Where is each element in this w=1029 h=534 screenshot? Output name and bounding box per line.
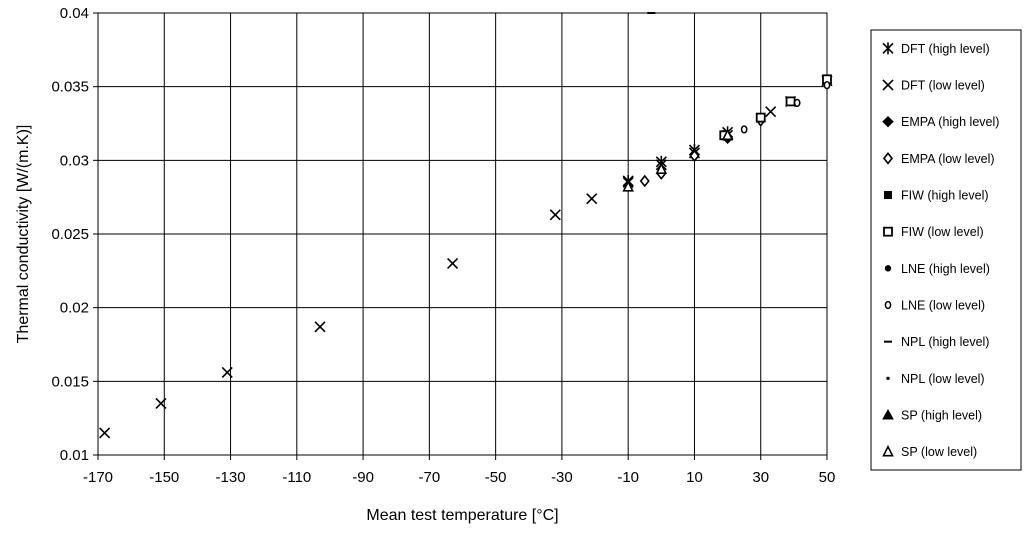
data-point — [793, 98, 801, 108]
data-point — [446, 257, 459, 270]
x-tick-label: -90 — [352, 469, 374, 486]
data-point — [655, 162, 668, 174]
legend-entry: DFT (low level) — [901, 79, 985, 93]
data-point — [755, 112, 766, 123]
grid-lines — [97, 12, 828, 456]
x-tick-label: 10 — [686, 469, 703, 486]
legend-box — [870, 29, 1022, 471]
data-point — [689, 149, 700, 163]
y-tick-label: 0.01 — [60, 447, 89, 464]
legend-marker — [882, 79, 894, 91]
legend-entry: FIW (low level) — [901, 225, 984, 239]
data-point — [314, 321, 326, 333]
x-tick-label: -50 — [485, 469, 507, 486]
y-tick-label: 0.03 — [60, 152, 89, 169]
legend: DFT (high level) DFT (low level) EMPA (hig… — [870, 29, 1022, 471]
legend-entry: FIW (high level) — [901, 189, 989, 203]
x-axis-label: Mean test temperature [°C] — [366, 507, 558, 524]
y-tick-label: 0.035 — [51, 79, 89, 96]
data-point — [740, 125, 748, 134]
data-point — [155, 397, 167, 409]
y-tick-label: 0.02 — [60, 300, 89, 317]
legend-entry: SP (high level) — [901, 409, 982, 423]
data-point — [765, 106, 777, 118]
data-point — [221, 366, 233, 379]
x-tick-label: -110 — [282, 469, 311, 486]
data-point — [639, 174, 650, 188]
legend-entry: DFT (high level) — [901, 42, 990, 56]
x-tick-label: -130 — [216, 469, 246, 486]
legend-marker — [883, 226, 893, 237]
x-tick-label: 50 — [819, 469, 836, 486]
legend-marker — [882, 444, 894, 457]
x-axis-ticks: -170 -150 -130 -110 -90 -70 -50 -30 -10 10 30 50 — [83, 455, 835, 486]
legend-marker — [886, 376, 890, 380]
legend-marker — [884, 300, 892, 310]
legend-entry: LNE (high level) — [901, 262, 990, 276]
y-axis-ticks: 0.01 0.015 0.02 0.025 0.03 0.035 0.04 — [51, 5, 98, 464]
legend-entry: NPL (high level) — [901, 335, 989, 349]
legend-marker — [884, 265, 892, 272]
legend-entry: SP (low level) — [901, 445, 977, 459]
legend-entry: EMPA (low level) — [901, 152, 995, 166]
data-point — [586, 193, 598, 205]
x-tick-label: 30 — [752, 469, 769, 486]
x-tick-label: -70 — [419, 469, 441, 486]
x-tick-label: -30 — [551, 469, 573, 486]
x-tick-label: -10 — [617, 469, 639, 486]
y-tick-label: 0.015 — [51, 373, 89, 390]
legend-entry: EMPA (high level) — [901, 115, 999, 129]
data-point — [823, 81, 831, 90]
data-point — [622, 180, 634, 192]
legend-marker — [882, 152, 894, 165]
x-tick-label: -170 — [83, 469, 113, 486]
legend-entry: LNE (low level) — [901, 299, 985, 313]
y-tick-label: 0.04 — [60, 5, 89, 22]
legend-entry: NPL (low level) — [901, 372, 985, 386]
y-axis-label: Thermal conductivity [W/(m.K)] — [15, 125, 32, 344]
x-tick-label: -150 — [149, 469, 179, 486]
data-point — [721, 128, 734, 141]
legend-marker — [882, 408, 894, 420]
data-point — [549, 209, 561, 221]
legend-marker — [882, 42, 894, 55]
y-tick-label: 0.025 — [51, 226, 89, 243]
data-point — [99, 427, 111, 439]
data-points — [99, 12, 833, 439]
legend-marker — [884, 191, 892, 199]
data-point — [785, 96, 796, 107]
legend-marker — [882, 115, 894, 128]
